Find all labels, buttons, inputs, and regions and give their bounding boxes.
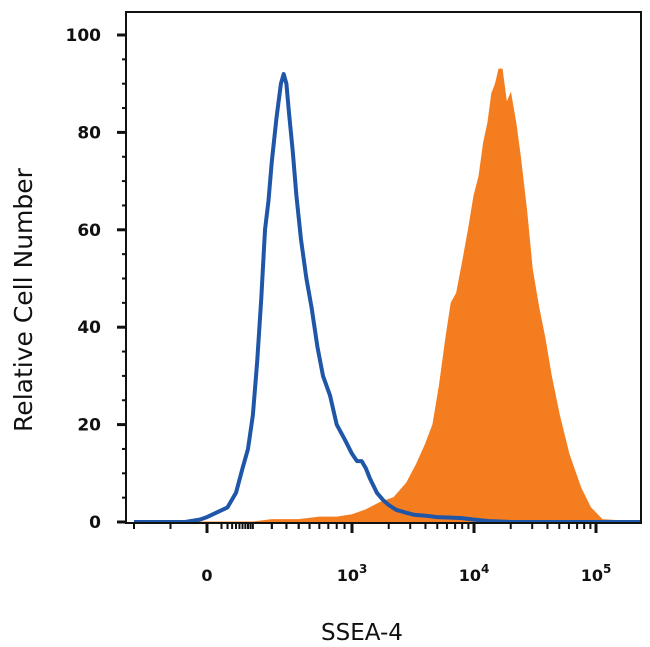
x-tick-exponent: 3 — [359, 562, 367, 576]
y-tick-label: 100 — [66, 26, 102, 46]
x-tick-label: 105 — [581, 562, 612, 585]
x-tick-exponent: 5 — [603, 562, 611, 576]
x-tick-exponent: 4 — [481, 562, 489, 576]
series-0-line — [134, 72, 641, 524]
plot-frame — [125, 11, 642, 524]
y-axis-label: Relative Cell Number — [9, 167, 38, 432]
y-tick-label: 60 — [77, 221, 101, 241]
y-tick-label: 80 — [77, 123, 101, 143]
y-tick-label: 40 — [77, 318, 101, 338]
x-axis-label: SSEA-4 — [321, 620, 403, 646]
x-tick-label: 104 — [459, 562, 490, 585]
y-tick-label: 0 — [89, 513, 101, 533]
x-tick-label: 103 — [337, 562, 368, 585]
series-1-area — [134, 68, 642, 523]
x-tick-label: 0 — [201, 566, 212, 585]
y-tick-label: 20 — [77, 416, 101, 436]
